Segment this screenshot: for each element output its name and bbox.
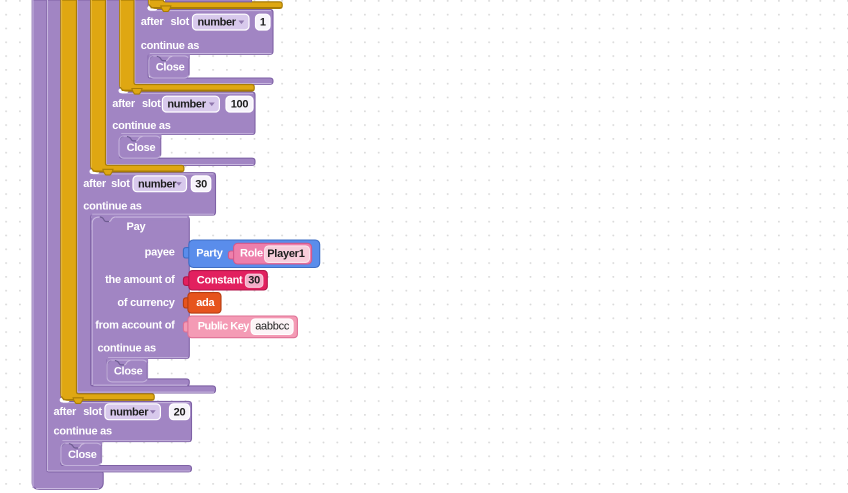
svg-text:Close: Close	[156, 62, 185, 74]
svg-text:Public Key: Public Key	[198, 321, 251, 333]
svg-text:aabbcc: aabbcc	[255, 321, 290, 333]
svg-text:100: 100	[231, 99, 249, 111]
svg-text:after: after	[112, 98, 136, 110]
svg-text:Player1: Player1	[267, 248, 305, 260]
svg-text:slot: slot	[111, 178, 130, 190]
svg-text:continue as: continue as	[54, 425, 113, 437]
svg-text:after: after	[83, 178, 107, 190]
svg-text:continue as: continue as	[83, 200, 142, 212]
svg-text:30: 30	[195, 178, 207, 190]
svg-text:ada: ada	[196, 297, 215, 309]
svg-text:Party: Party	[196, 247, 223, 259]
svg-text:after: after	[141, 16, 165, 28]
svg-text:number: number	[198, 17, 237, 29]
svg-text:the amount of: the amount of	[105, 274, 175, 286]
svg-text:Close: Close	[114, 366, 143, 378]
svg-text:number: number	[110, 406, 149, 418]
svg-text:Close: Close	[127, 142, 156, 154]
svg-text:Pay: Pay	[126, 221, 146, 233]
svg-text:Role: Role	[240, 248, 263, 260]
svg-text:slot: slot	[83, 406, 102, 418]
svg-text:slot: slot	[142, 98, 161, 110]
svg-text:of currency: of currency	[117, 297, 175, 309]
svg-text:from account of: from account of	[95, 320, 175, 332]
svg-text:Close: Close	[68, 449, 97, 461]
svg-text:continue as: continue as	[112, 120, 171, 132]
svg-text:1: 1	[260, 17, 266, 29]
svg-text:number: number	[167, 99, 206, 111]
svg-text:20: 20	[174, 406, 186, 418]
svg-text:after: after	[54, 406, 78, 418]
svg-text:slot: slot	[171, 16, 190, 28]
svg-text:continue as: continue as	[141, 40, 200, 52]
svg-text:continue as: continue as	[98, 342, 157, 354]
svg-text:Constant: Constant	[197, 274, 243, 286]
svg-text:number: number	[138, 178, 177, 190]
svg-text:payee: payee	[145, 246, 175, 258]
svg-text:30: 30	[248, 275, 260, 287]
